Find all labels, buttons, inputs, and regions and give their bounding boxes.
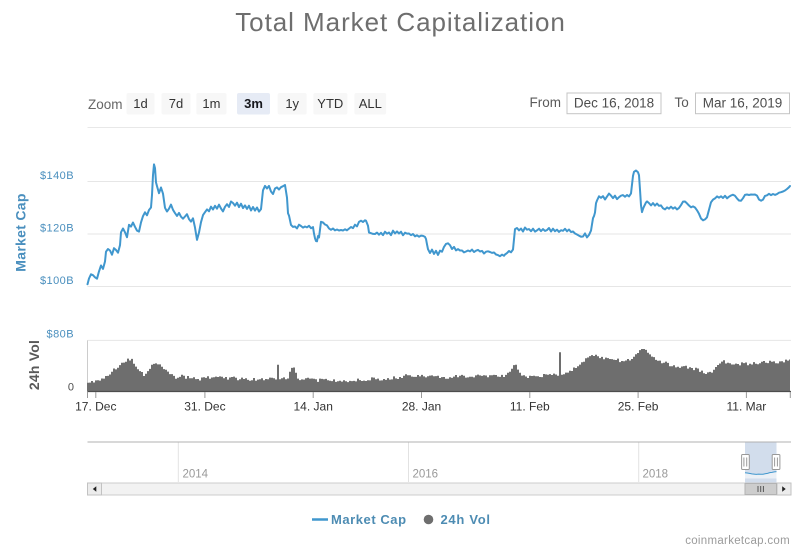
svg-text:0: 0	[68, 382, 74, 394]
svg-text:17. Dec: 17. Dec	[75, 400, 116, 414]
svg-text:ALL: ALL	[359, 96, 382, 111]
svg-text:28. Jan: 28. Jan	[402, 400, 441, 414]
svg-text:2014: 2014	[183, 469, 209, 481]
svg-text:coinmarketcap.com: coinmarketcap.com	[685, 535, 790, 547]
svg-text:11. Feb: 11. Feb	[510, 400, 550, 414]
svg-text:Dec 16, 2018: Dec 16, 2018	[574, 96, 654, 111]
svg-text:Zoom: Zoom	[88, 97, 123, 112]
svg-text:24h Vol: 24h Vol	[26, 340, 42, 390]
svg-text:1d: 1d	[133, 96, 147, 111]
svg-text:$100B: $100B	[40, 275, 74, 287]
svg-text:24h Vol: 24h Vol	[441, 512, 491, 527]
svg-text:25. Feb: 25. Feb	[618, 400, 659, 414]
svg-text:3m: 3m	[244, 96, 263, 111]
svg-text:2016: 2016	[413, 469, 439, 481]
svg-text:31. Dec: 31. Dec	[184, 400, 225, 414]
svg-text:Mar 16, 2019: Mar 16, 2019	[703, 96, 783, 111]
svg-text:$140B: $140B	[40, 170, 74, 182]
svg-text:$120B: $120B	[40, 223, 74, 235]
svg-text:1m: 1m	[202, 96, 220, 111]
svg-text:$80B: $80B	[47, 329, 75, 341]
svg-text:11. Mar: 11. Mar	[727, 400, 767, 414]
svg-text:1y: 1y	[285, 96, 299, 111]
svg-text:Market Cap: Market Cap	[331, 512, 407, 527]
svg-text:Total Market Capitalization: Total Market Capitalization	[235, 7, 566, 37]
svg-text:2018: 2018	[643, 469, 669, 481]
svg-text:14. Jan: 14. Jan	[294, 400, 333, 414]
svg-text:YTD: YTD	[317, 96, 343, 111]
svg-text:Market Cap: Market Cap	[13, 193, 29, 271]
svg-text:To: To	[675, 95, 689, 110]
svg-text:7d: 7d	[169, 96, 183, 111]
svg-text:From: From	[530, 95, 562, 110]
